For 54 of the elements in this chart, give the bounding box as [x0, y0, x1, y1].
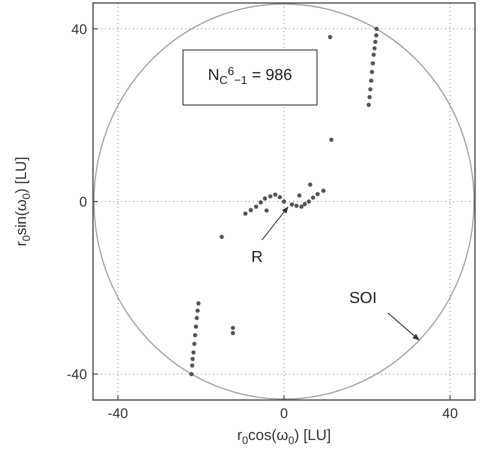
- point: [193, 333, 198, 338]
- point: [302, 202, 307, 206]
- point: [308, 182, 312, 187]
- point: [196, 308, 200, 313]
- point: [299, 204, 304, 209]
- point: [194, 316, 199, 320]
- point: [262, 196, 268, 201]
- point: [273, 192, 278, 197]
- point: [191, 350, 196, 355]
- x-tick-label: -40: [108, 405, 128, 421]
- point: [372, 52, 376, 57]
- y-tick-label: -40: [66, 366, 88, 382]
- point: [306, 199, 312, 204]
- point: [290, 202, 294, 207]
- annotation: R: [251, 249, 263, 266]
- point: [243, 211, 248, 216]
- point: [372, 46, 377, 50]
- point: [297, 193, 302, 198]
- point: [370, 61, 375, 66]
- point: [248, 208, 253, 212]
- y-tick-label: 40: [71, 20, 88, 37]
- point: [230, 331, 236, 336]
- point: [316, 192, 320, 196]
- point: [294, 204, 299, 208]
- point: [366, 102, 371, 107]
- point: [368, 87, 372, 92]
- x-tick-label: 0: [280, 405, 288, 421]
- point: [190, 363, 194, 368]
- point: [328, 34, 332, 40]
- point: [329, 138, 334, 142]
- point: [374, 26, 379, 31]
- point: [369, 78, 374, 83]
- point: [192, 342, 196, 346]
- point: [194, 324, 198, 329]
- x-axis-title: r$_{0}$cos(ω$_{0}$) [LU]: [237, 427, 331, 447]
- point: [258, 200, 263, 204]
- point: [367, 94, 372, 100]
- annotation: SOI: [349, 290, 377, 307]
- point: [190, 356, 195, 362]
- point: [230, 326, 236, 330]
- point: [268, 194, 272, 198]
- point: [220, 234, 224, 239]
- x-tick-label: 40: [442, 405, 458, 421]
- point: [264, 208, 269, 213]
- point: [254, 204, 258, 209]
- point: [310, 196, 316, 200]
- point: [189, 372, 194, 376]
- point: [370, 70, 374, 74]
- point: [278, 195, 282, 200]
- point: [374, 33, 378, 38]
- point: [196, 301, 201, 306]
- y-tick-label: 0: [79, 194, 88, 210]
- point: [321, 188, 326, 193]
- point: [373, 40, 378, 44]
